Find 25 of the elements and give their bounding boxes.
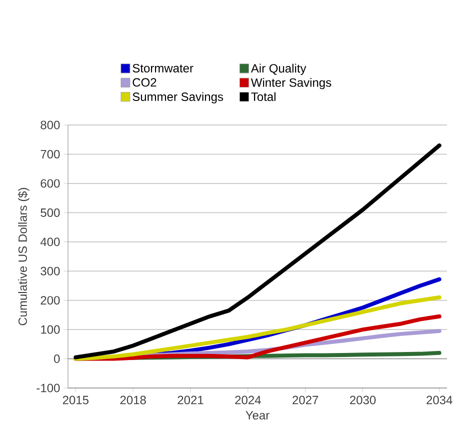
legend-label: Winter Savings (250, 78, 332, 90)
x-tick-label: 2034 (426, 396, 452, 404)
x-tick-label: 2024 (235, 396, 261, 404)
legend-label: Total (251, 92, 276, 101)
legend-label: Summer Savings (132, 92, 224, 104)
y-tick-label: 500 (40, 208, 60, 217)
y-tick-label: 0 (54, 354, 60, 364)
y-tick-label: -100 (36, 384, 60, 392)
legend-label: Stormwater (132, 64, 194, 72)
y-tick-label: 400 (40, 238, 60, 246)
legend-label: CO2 (132, 78, 156, 87)
y-tick-label: 300 (40, 266, 60, 276)
x-tick-label: 2027 (292, 396, 318, 404)
legend-label: Air Quality (250, 64, 306, 75)
y-axis-title: Cumulative US Dollars ($) (18, 188, 30, 326)
x-tick-label: 2021 (178, 396, 204, 404)
x-tick-label: 2018 (120, 396, 146, 404)
x-tick-label: 2030 (350, 396, 376, 404)
y-tick-label: 700 (40, 150, 60, 158)
y-tick-label: 600 (40, 179, 60, 188)
x-tick-label: 2015 (62, 396, 88, 404)
x-axis-title: Year (246, 411, 270, 420)
y-tick-label: 800 (40, 120, 60, 130)
y-tick-label: 100 (41, 325, 60, 334)
y-tick-label: 200 (40, 296, 60, 305)
